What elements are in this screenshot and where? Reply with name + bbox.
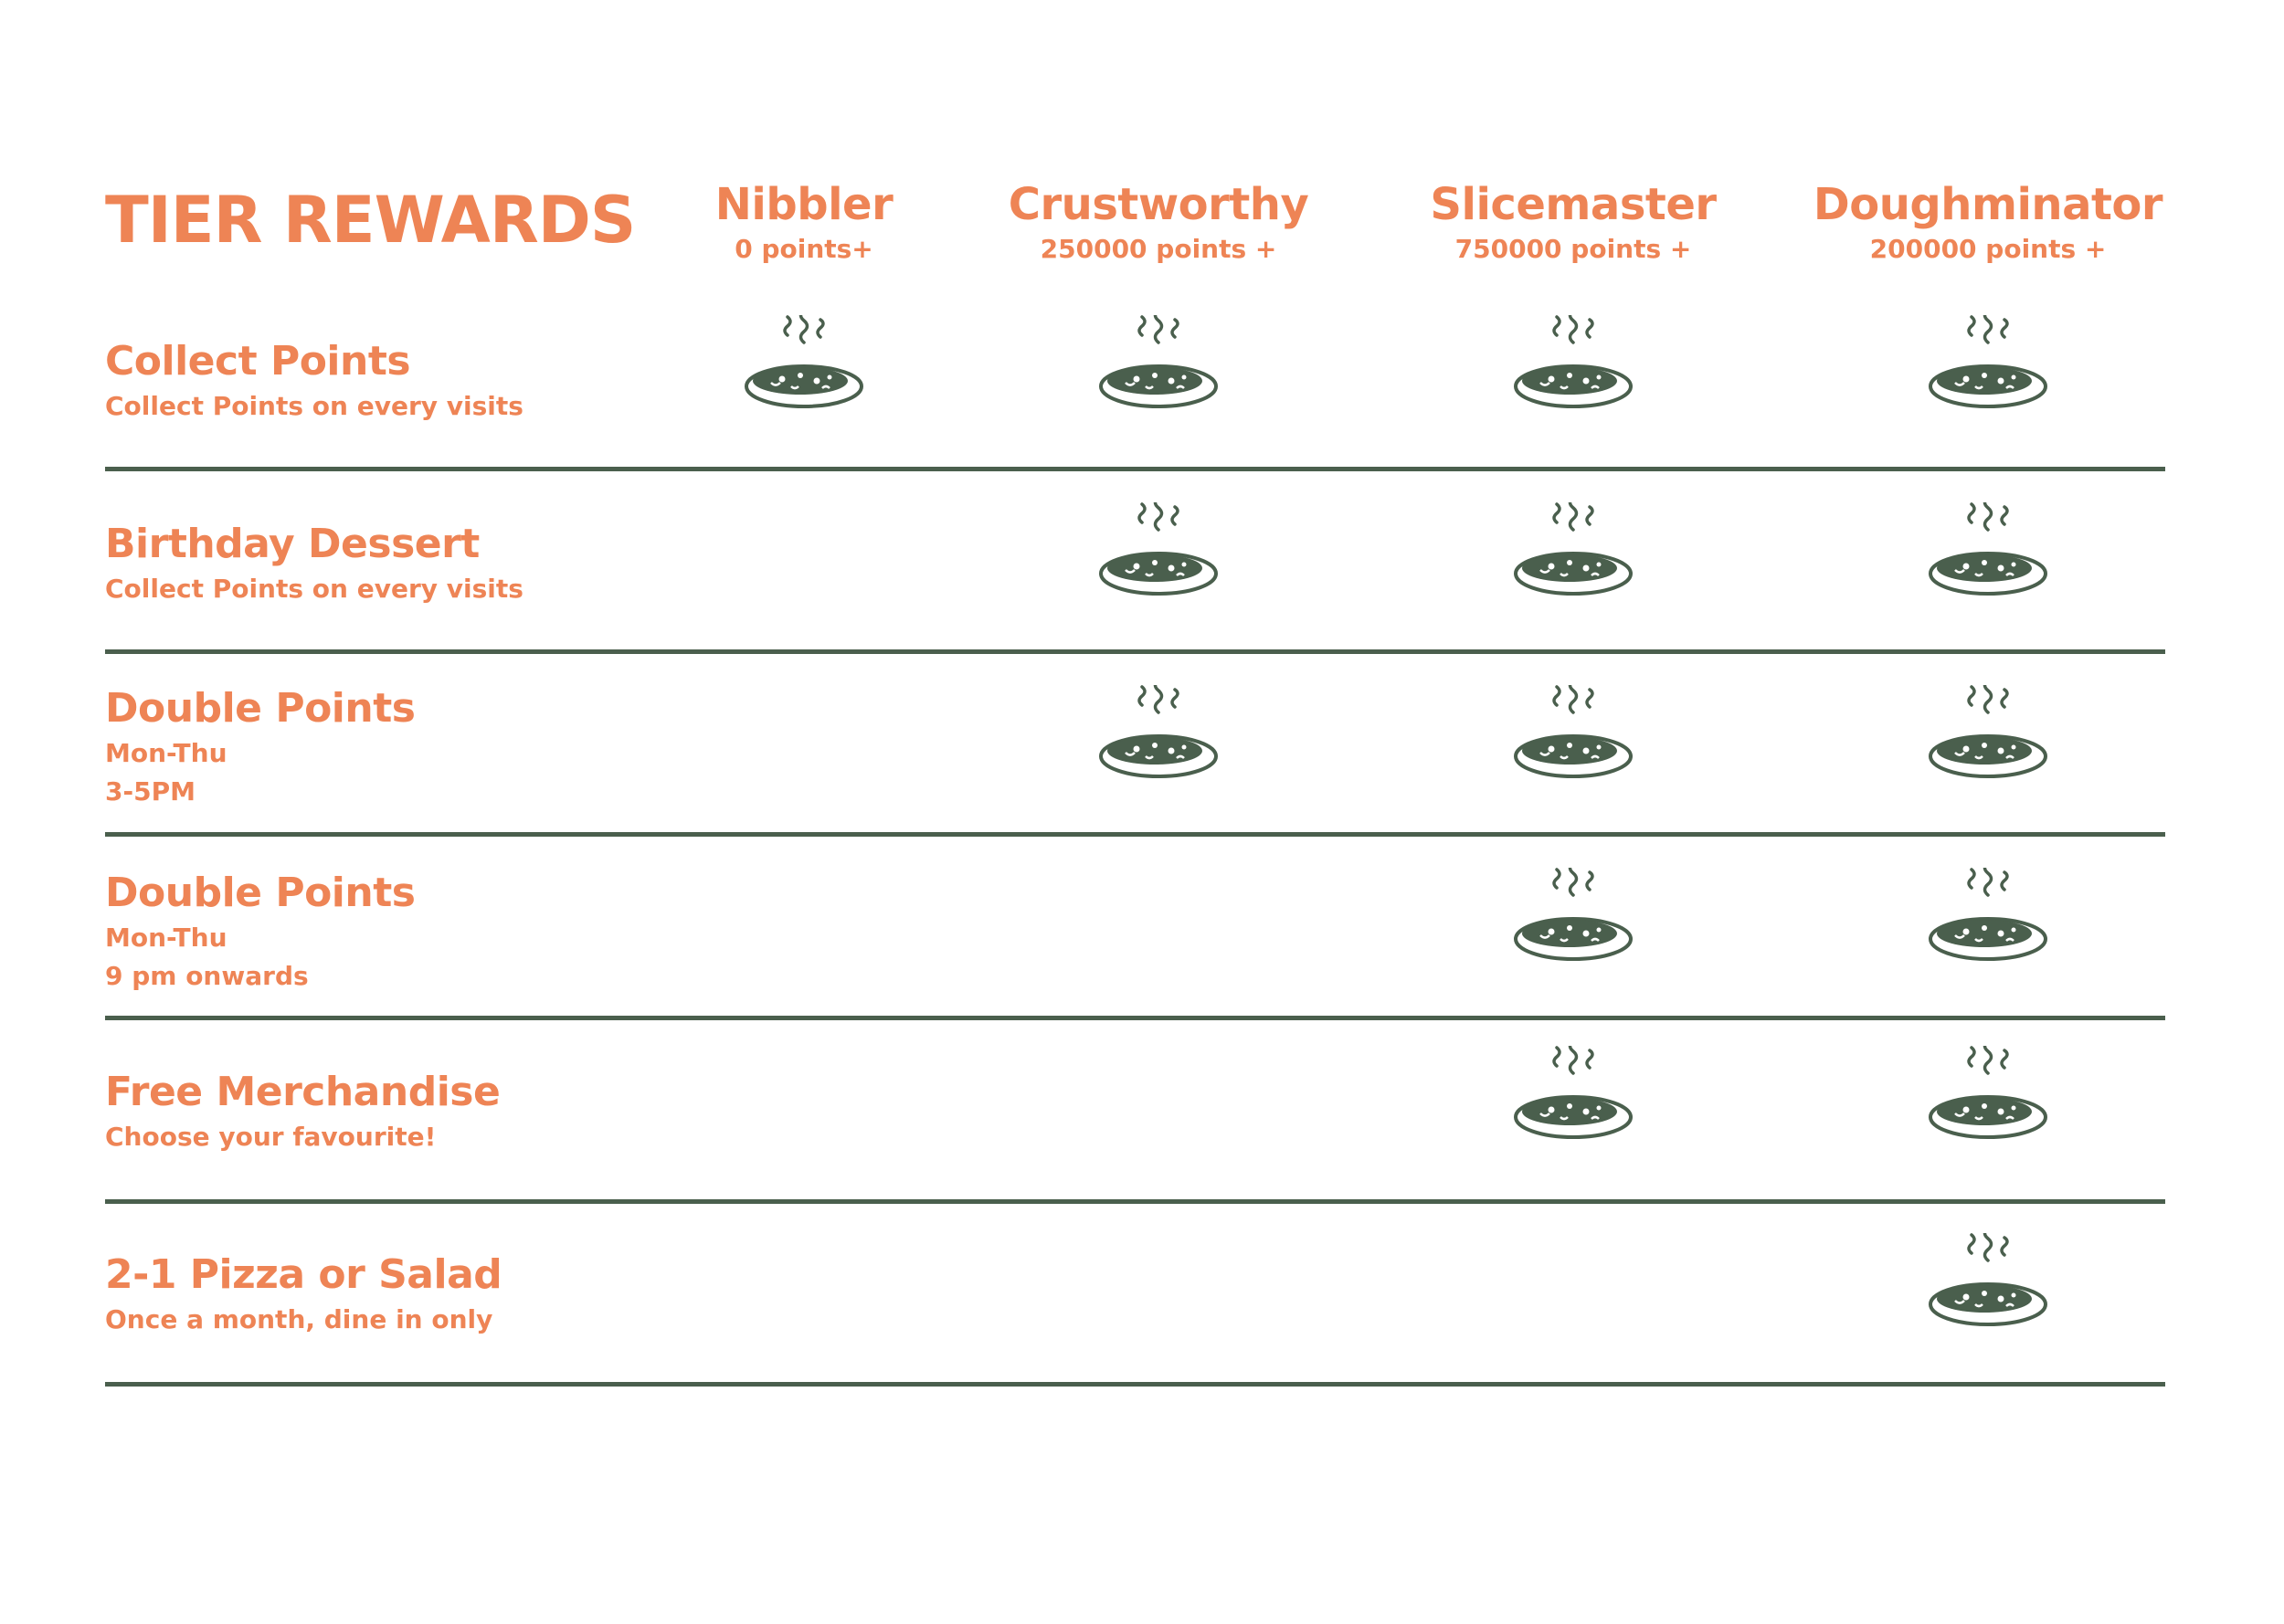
hot-pizza-icon bbox=[1924, 1233, 2052, 1334]
row-divider bbox=[105, 1016, 2165, 1020]
reward-description: Double Points Mon-Thu 3-5PM bbox=[105, 683, 416, 811]
tier-name: Crustworthy bbox=[1008, 179, 1309, 230]
reward-title: Collect Points bbox=[105, 338, 411, 385]
hot-pizza-icon bbox=[1094, 315, 1222, 416]
row-divider bbox=[105, 832, 2165, 837]
reward-detail: 9 pm onwards bbox=[105, 961, 309, 991]
tier-points: 0 points+ bbox=[735, 234, 873, 264]
tier-name: Slicemaster bbox=[1430, 179, 1717, 230]
reward-title: Double Points bbox=[105, 685, 416, 732]
row-divider bbox=[105, 649, 2165, 654]
row-divider bbox=[105, 467, 2165, 471]
tier-name: Doughminator bbox=[1813, 179, 2163, 230]
hot-pizza-icon bbox=[1094, 685, 1222, 786]
row-divider bbox=[105, 1382, 2165, 1387]
reward-title: Birthday Dessert bbox=[105, 521, 480, 567]
reward-detail: Mon-Thu bbox=[105, 923, 227, 953]
reward-description: Collect Points Collect Points on every vi… bbox=[105, 336, 523, 426]
hot-pizza-icon bbox=[1924, 502, 2052, 603]
row-divider bbox=[105, 1199, 2165, 1204]
reward-title: Double Points bbox=[105, 870, 416, 916]
hot-pizza-icon bbox=[1924, 868, 2052, 968]
reward-description: Birthday Dessert Collect Points on every … bbox=[105, 519, 523, 608]
tier-points: 200000 points + bbox=[1869, 234, 2107, 264]
reward-title: Free Merchandise bbox=[105, 1069, 501, 1115]
hot-pizza-icon bbox=[1509, 315, 1637, 416]
reward-description: 2-1 Pizza or Salad Once a month, dine in … bbox=[105, 1250, 502, 1339]
tier-column-slicemaster: Slicemaster 750000 points + bbox=[1381, 178, 1765, 268]
reward-description: Double Points Mon-Thu 9 pm onwards bbox=[105, 868, 416, 996]
reward-detail: Collect Points on every visits bbox=[105, 574, 523, 604]
tier-points: 250000 points + bbox=[1040, 234, 1277, 264]
page-title: TIER REWARDS bbox=[105, 183, 636, 258]
tier-column-crustworthy: Crustworthy 250000 points + bbox=[967, 178, 1350, 268]
reward-detail: Collect Points on every visits bbox=[105, 391, 523, 421]
hot-pizza-icon bbox=[1509, 868, 1637, 968]
tier-column-doughminator: Doughminator 200000 points + bbox=[1796, 178, 2180, 268]
hot-pizza-icon bbox=[1094, 502, 1222, 603]
tier-points: 750000 points + bbox=[1454, 234, 1692, 264]
reward-detail: Mon-Thu bbox=[105, 738, 227, 768]
hot-pizza-icon bbox=[1924, 315, 2052, 416]
reward-detail: Choose your favourite! bbox=[105, 1122, 437, 1152]
reward-title: 2-1 Pizza or Salad bbox=[105, 1251, 502, 1298]
hot-pizza-icon bbox=[1924, 1046, 2052, 1146]
reward-detail: 3-5PM bbox=[105, 776, 196, 807]
reward-detail: Once a month, dine in only bbox=[105, 1304, 493, 1334]
tier-column-nibbler: Nibbler 0 points+ bbox=[612, 178, 996, 268]
hot-pizza-icon bbox=[1509, 685, 1637, 786]
hot-pizza-icon bbox=[1509, 502, 1637, 603]
reward-description: Free Merchandise Choose your favourite! bbox=[105, 1067, 501, 1156]
hot-pizza-icon bbox=[740, 315, 868, 416]
hot-pizza-icon bbox=[1509, 1046, 1637, 1146]
hot-pizza-icon bbox=[1924, 685, 2052, 786]
tier-name: Nibbler bbox=[714, 179, 894, 230]
